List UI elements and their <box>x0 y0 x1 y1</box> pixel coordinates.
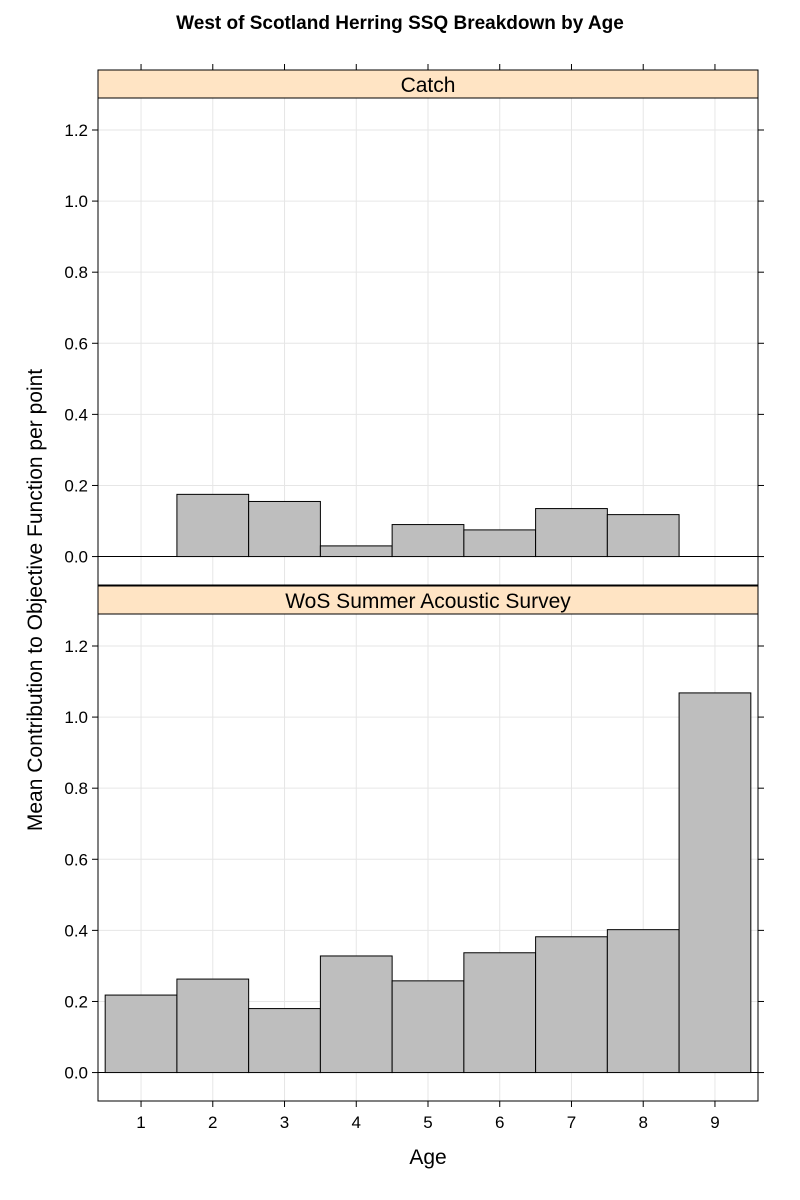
y-tick-label: 0.6 <box>64 334 88 353</box>
panel-strip-label: WoS Summer Acoustic Survey <box>285 590 571 613</box>
bar-age-9 <box>678 692 752 1074</box>
bar-age-5 <box>391 980 465 1074</box>
y-tick-label: 0.2 <box>64 476 88 495</box>
bar-age-6 <box>463 952 537 1074</box>
bar-age-2 <box>176 978 250 1074</box>
panel-strip-label: Catch <box>401 74 456 97</box>
x-tick-label: 9 <box>710 1113 719 1132</box>
panel-2: WoS Summer Acoustic Survey 0.0 0.2 0.4 0.6 0.… <box>64 585 764 1132</box>
y-tick-label: 0.0 <box>64 548 88 567</box>
bar-age-8 <box>606 514 680 558</box>
bar-age-3 <box>248 500 321 558</box>
bar-age-7 <box>535 508 608 558</box>
y-tick-label: 1.2 <box>64 121 88 140</box>
bar-age-5 <box>391 524 465 558</box>
x-tick-label: 3 <box>280 1113 289 1132</box>
bar-age-7 <box>535 936 608 1074</box>
bar-age-4 <box>319 955 393 1074</box>
panel-strip <box>97 69 759 99</box>
bar-age-8 <box>606 929 680 1074</box>
bar-age-2 <box>176 493 250 558</box>
bar-age-6 <box>463 529 537 558</box>
y-tick-label: 0.0 <box>64 1064 88 1083</box>
y-tick-label: 0.4 <box>64 921 88 940</box>
panel-1: Catch 0.0 0.2 0.4 0.6 0.8 1.0 1.2 <box>64 64 764 586</box>
x-axis-label: Age <box>409 1146 446 1169</box>
x-tick-label: 7 <box>567 1113 576 1132</box>
y-tick-label: 1.0 <box>64 192 88 211</box>
panel-strip <box>97 585 759 615</box>
y-tick-label: 1.0 <box>64 708 88 727</box>
x-tick-label: 5 <box>423 1113 432 1132</box>
bar-age-4 <box>319 545 393 558</box>
y-tick-label: 0.2 <box>64 992 88 1011</box>
x-tick-label: 8 <box>638 1113 647 1132</box>
y-tick-label: 0.8 <box>64 263 88 282</box>
bar-age-1 <box>104 994 178 1074</box>
y-tick-label: 0.8 <box>64 779 88 798</box>
y-tick-label: 0.4 <box>64 405 88 424</box>
y-axis-label: Mean Contribution to Objective Function … <box>24 369 47 831</box>
chart-title: West of Scotland Herring SSQ Breakdown b… <box>176 13 624 34</box>
x-tick-label: 4 <box>352 1113 361 1132</box>
bar-age-3 <box>248 1008 321 1074</box>
x-tick-label: 6 <box>495 1113 504 1132</box>
x-tick-label: 2 <box>208 1113 217 1132</box>
y-tick-label: 0.6 <box>64 850 88 869</box>
plot-frame <box>97 97 759 586</box>
x-tick-label: 1 <box>136 1113 145 1132</box>
y-tick-label: 1.2 <box>64 637 88 656</box>
